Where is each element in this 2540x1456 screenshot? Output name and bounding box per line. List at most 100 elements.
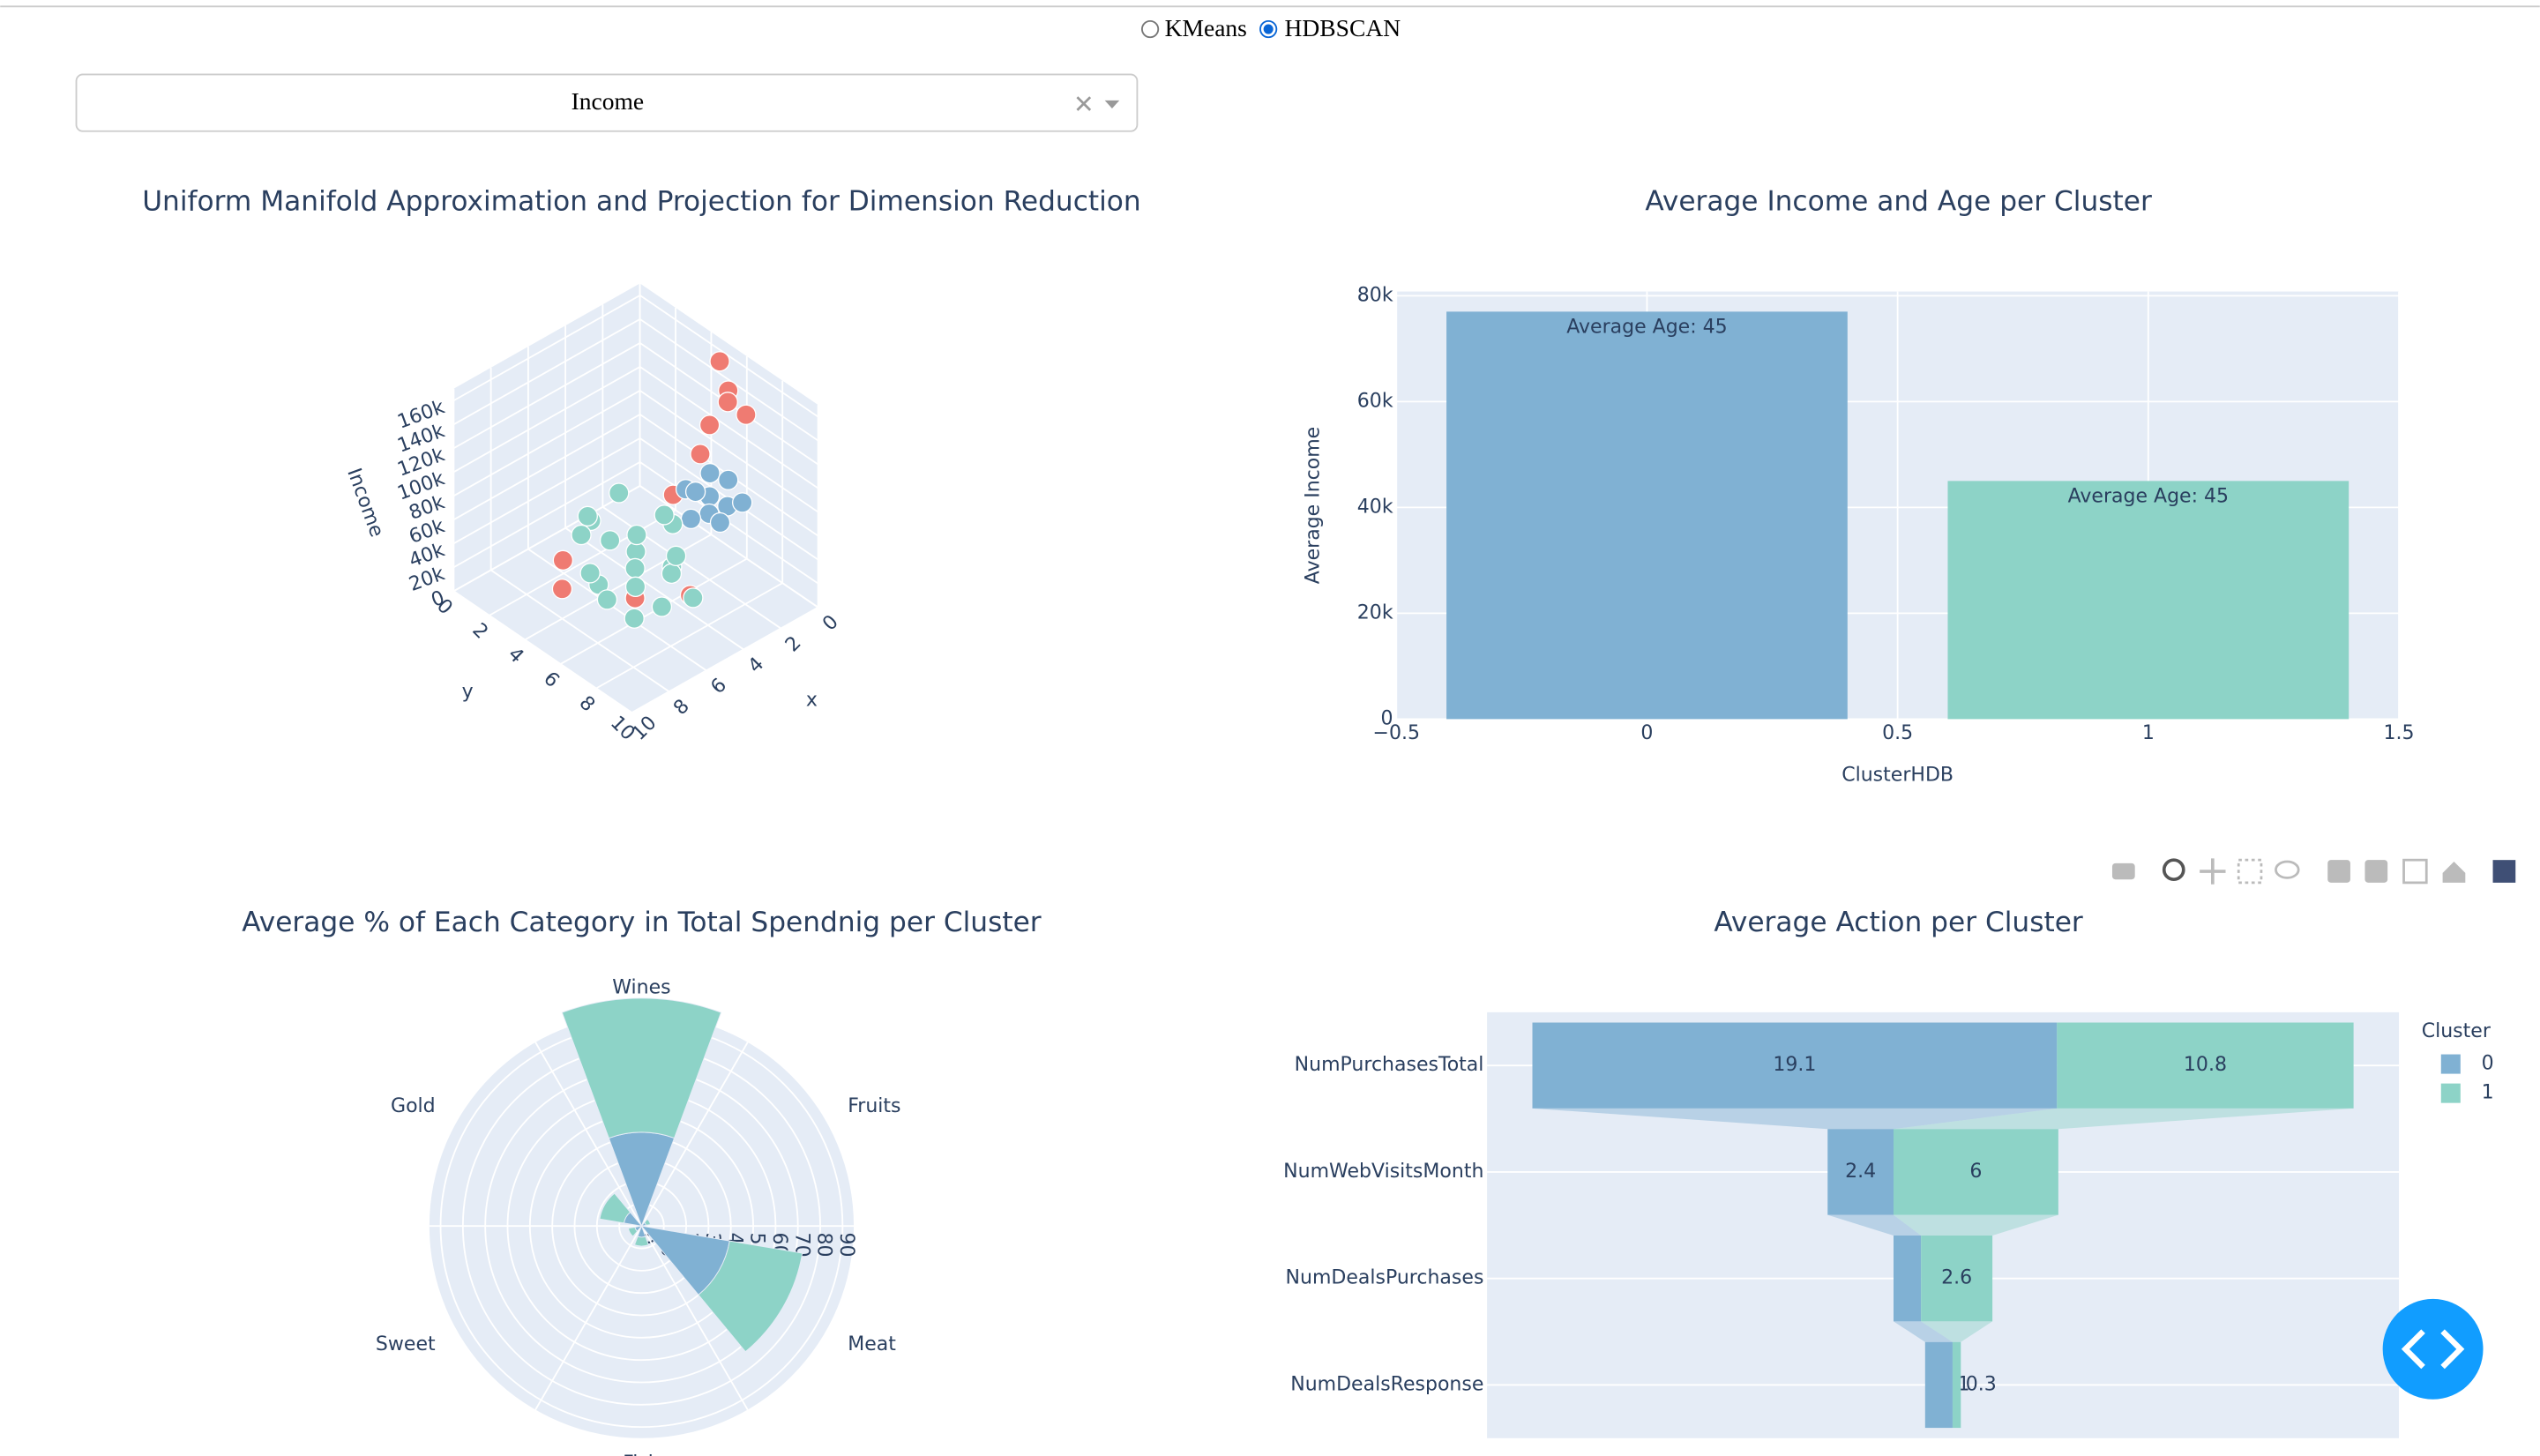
point	[624, 557, 646, 579]
value-label: 6	[1969, 1161, 1982, 1183]
grid-line	[527, 548, 707, 672]
grid-line	[490, 569, 670, 692]
funnel-bar	[1894, 1129, 2058, 1215]
point	[680, 508, 702, 530]
polar-bar	[561, 997, 722, 1139]
grid-line	[452, 461, 641, 569]
home-icon[interactable]	[2442, 862, 2466, 883]
select-icon[interactable]	[2237, 858, 2263, 885]
point	[579, 563, 601, 584]
x-tick-label: 0.5	[1882, 722, 1913, 744]
point	[698, 414, 721, 436]
radio-label[interactable]: HDBSCAN	[1285, 14, 1401, 41]
polar-bar	[633, 1236, 649, 1247]
grid-line	[452, 437, 641, 545]
y-tick-label: 2	[467, 619, 492, 644]
point	[718, 469, 739, 490]
r-tick-label: 80	[813, 1233, 835, 1258]
angular-label: Sweet	[376, 1333, 436, 1355]
radio-dot	[1263, 24, 1274, 34]
grid-line	[639, 366, 819, 489]
angular-label: Fruits	[848, 1095, 900, 1117]
category-label: NumDealsPurchases	[1286, 1267, 1484, 1289]
z-axis-title: Income	[342, 466, 387, 541]
value-label: 10.8	[2184, 1054, 2227, 1076]
polar-bar	[698, 1240, 803, 1353]
grid-line	[534, 1042, 643, 1227]
legend-swatch	[2440, 1083, 2461, 1103]
point	[599, 530, 621, 551]
x-tick-label: 1	[2142, 722, 2155, 744]
clear-icon[interactable]	[1076, 96, 1092, 111]
legend-swatch	[2440, 1054, 2461, 1074]
grid-line	[534, 1225, 643, 1411]
autoscale-icon[interactable]	[2402, 858, 2428, 885]
point	[684, 481, 706, 503]
zoom-out-icon[interactable]	[2364, 860, 2388, 883]
category-label: NumPurchasesTotal	[1295, 1054, 1484, 1076]
radio-label[interactable]: KMeans	[1165, 14, 1247, 41]
funnel-bar	[2057, 1022, 2354, 1109]
point	[709, 511, 731, 534]
point	[552, 549, 574, 571]
angular-label: Gold	[391, 1095, 436, 1117]
zoom-in-icon[interactable]	[2327, 860, 2350, 883]
camera-icon[interactable]	[2111, 862, 2135, 880]
caret-icon[interactable]	[1104, 100, 1120, 109]
point	[551, 579, 573, 600]
x-tick-label: 2	[781, 632, 806, 657]
bar	[1446, 311, 1848, 720]
radio-button[interactable]	[1140, 19, 1160, 39]
zoom-icon[interactable]	[2162, 858, 2185, 882]
point	[609, 482, 630, 504]
grid-line	[640, 1042, 749, 1227]
plotly-logo[interactable]	[2492, 860, 2516, 883]
value-label: 0.3	[1966, 1373, 1997, 1395]
dropdown[interactable]	[75, 73, 1139, 132]
funnel-bar	[1532, 1022, 2058, 1109]
point	[736, 404, 757, 425]
lasso-icon[interactable]	[2275, 860, 2300, 879]
grid-line	[452, 318, 641, 426]
y-tick-label: 10	[606, 712, 639, 744]
category-label: NumDealsResponse	[1290, 1373, 1483, 1395]
r-tick-label: 90	[835, 1233, 857, 1258]
value-label: 2.4	[1845, 1161, 1876, 1183]
point	[709, 351, 730, 372]
point	[651, 596, 673, 617]
pan-icon[interactable]	[2200, 858, 2226, 885]
grid-line	[452, 342, 641, 450]
floating-button[interactable]	[2382, 1298, 2484, 1400]
polar-bar	[599, 1192, 631, 1224]
grid-line	[639, 485, 819, 609]
wall-pane	[639, 283, 818, 608]
point	[654, 504, 675, 526]
bar	[1947, 481, 2350, 720]
grid-line	[639, 390, 819, 513]
y-tick-label: 4	[504, 644, 528, 668]
y-tick-label: 40k	[1357, 496, 1393, 518]
point	[717, 392, 738, 413]
point	[699, 462, 721, 484]
category-label: NumWebVisitsMonth	[1283, 1161, 1483, 1183]
x-tick-label: −0.5	[1373, 722, 1420, 744]
x-axis-title: x	[806, 689, 818, 711]
grid-line	[639, 318, 819, 442]
angular-label: Fish	[623, 1452, 661, 1456]
grid-line	[564, 526, 744, 651]
grid-line	[489, 509, 676, 616]
connector	[1894, 1214, 2058, 1236]
x-tick-label: 4	[744, 653, 769, 678]
connector	[1921, 1321, 1993, 1342]
connector	[1827, 1214, 1922, 1236]
grid-line	[452, 390, 641, 497]
grid-line	[452, 590, 632, 713]
point	[571, 524, 592, 546]
legend-label: 1	[2482, 1082, 2494, 1104]
angular-label: Meat	[848, 1333, 896, 1355]
y-tick-label: 0	[1381, 707, 1393, 729]
chart-title: Average Income and Age per Cluster	[1645, 186, 2152, 218]
point	[661, 563, 683, 584]
annotation: Average Age: 45	[2068, 486, 2229, 508]
